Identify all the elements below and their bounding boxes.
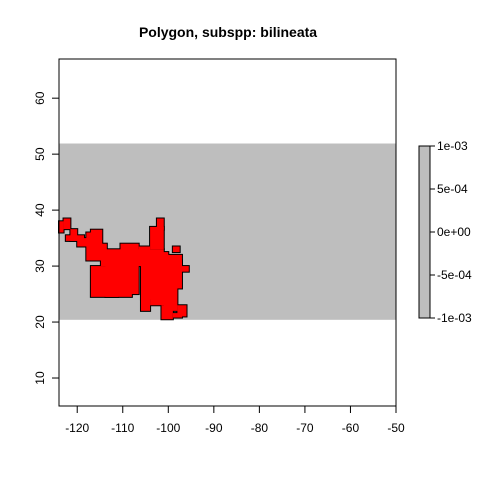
polygon-fill	[59, 218, 189, 320]
polygon-cell	[65, 235, 85, 241]
legend-tick-label: 1e-03	[437, 139, 468, 153]
x-tick-label: -60	[342, 421, 360, 435]
x-tick-label: -120	[65, 421, 89, 435]
polygon-cell	[161, 305, 173, 320]
polygon-cell	[140, 296, 151, 311]
polygon-cell	[172, 313, 182, 318]
y-tick-label: 20	[33, 315, 47, 329]
y-axis: 10 20 30 40 50 60	[33, 91, 59, 385]
legend: 1e-03 5e-04 0e+00 -5e-04 -1e-03	[418, 139, 472, 325]
polygon-cell	[177, 305, 187, 317]
polygon-cell	[150, 226, 164, 250]
x-tick-label: -90	[205, 421, 223, 435]
polygon-cell	[179, 260, 182, 272]
polygon-cell	[95, 277, 110, 295]
polygon-cell	[70, 229, 78, 241]
polygon-cell	[59, 221, 64, 233]
polygon-layer	[58, 217, 190, 321]
x-tick-label: -100	[156, 421, 180, 435]
polygon-cell	[166, 254, 182, 289]
legend-colorbar	[418, 145, 431, 319]
polygon-cell	[163, 285, 178, 311]
x-tick-label: -50	[387, 421, 405, 435]
y-tick-label: 10	[33, 371, 47, 385]
chart-title: Polygon, subspp: bilineata	[139, 24, 317, 40]
y-tick-label: 50	[33, 147, 47, 161]
y-tick-label: 40	[33, 203, 47, 217]
polygon-cell	[77, 238, 89, 247]
legend-tick-label: -1e-03	[437, 311, 472, 325]
legend-tick-label: 5e-04	[437, 182, 468, 196]
y-tick-label: 30	[33, 259, 47, 273]
legend-tick-label: 0e+00	[437, 225, 471, 239]
polygon-cell	[172, 246, 180, 253]
polygon-cell	[181, 266, 189, 272]
polygon-cell	[90, 229, 103, 261]
x-tick-label: -70	[296, 421, 314, 435]
polygon-cell	[156, 218, 164, 230]
polygon-cell	[63, 218, 71, 230]
x-tick-label: -110	[111, 421, 134, 435]
x-tick-label: -80	[251, 421, 269, 435]
x-axis: -120 -110 -100 -90 -80 -70 -60 -50	[65, 405, 405, 435]
y-tick-label: 60	[33, 91, 47, 105]
legend-tick-label: -5e-04	[437, 268, 472, 282]
polygon-cell	[138, 246, 151, 255]
polygon-cell	[100, 243, 107, 267]
